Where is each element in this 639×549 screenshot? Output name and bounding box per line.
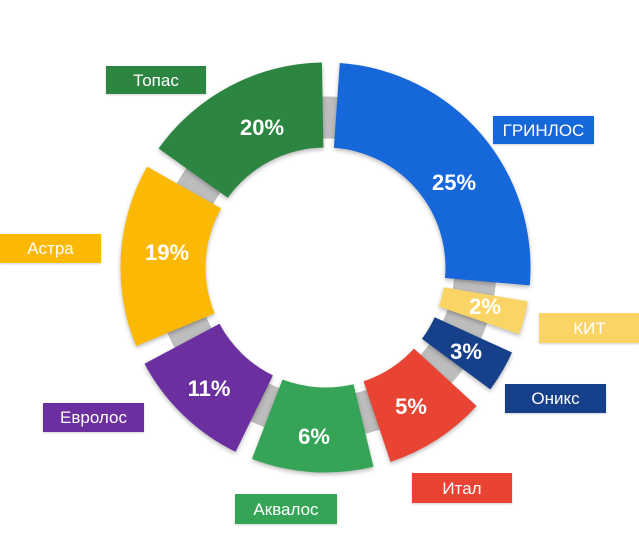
percent-label-oniks: 3% [450, 339, 482, 364]
segment-kit [439, 287, 528, 335]
legend-evrolos: Евролос [43, 403, 144, 432]
segment-grinlos [333, 63, 531, 286]
segment-akvalos [252, 379, 374, 473]
legend-akvalos: Аквалос [235, 494, 337, 524]
percent-label-astra: 19% [145, 240, 189, 265]
segment-topas [158, 62, 324, 198]
percent-label-grinlos: 25% [432, 170, 476, 195]
percent-label-kit: 2% [469, 294, 501, 319]
legend-topas: Топас [106, 66, 206, 94]
percent-label-akvalos: 6% [298, 424, 330, 449]
percent-label-ital: 5% [395, 394, 427, 419]
percent-label-topas: 20% [240, 115, 284, 140]
segment-oniks [422, 317, 512, 390]
legend-astra: Астра [0, 234, 101, 263]
legend-oniks: Оникс [505, 384, 606, 413]
legend-kit: КИТ [539, 313, 639, 343]
legend-grinlos: ГРИНЛОС [493, 116, 594, 144]
percent-label-evrolos: 11% [188, 376, 231, 401]
segment-ital [363, 348, 477, 462]
legend-ital: Итал [412, 473, 512, 503]
segment-astra [120, 166, 222, 346]
segment-evrolos [144, 323, 273, 452]
